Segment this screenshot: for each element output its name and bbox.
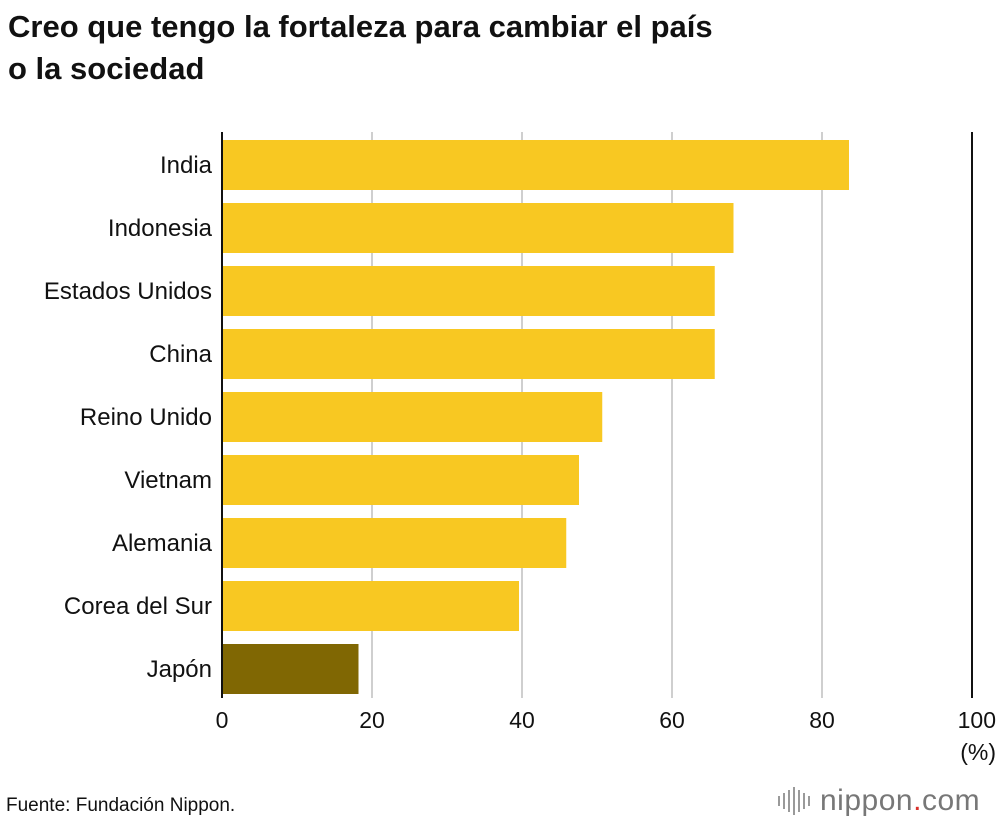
bar-2 xyxy=(222,266,715,316)
category-label-5: Vietnam xyxy=(124,467,212,494)
chart-title-line-1: Creo que tengo la fortaleza para cambiar… xyxy=(8,9,713,44)
bar-5 xyxy=(222,455,579,505)
x-axis-unit-label: (%) xyxy=(960,739,996,765)
bar-4 xyxy=(222,392,603,442)
brand-suffix: com xyxy=(921,784,981,817)
category-label-0: India xyxy=(160,152,213,179)
brand-dot: . xyxy=(913,784,922,817)
chart-title: Creo que tengo la fortaleza para cambiar… xyxy=(8,6,988,90)
category-label-7: Corea del Sur xyxy=(64,593,212,620)
category-label-2: Estados Unidos xyxy=(44,278,212,305)
x-tick-label-60: 60 xyxy=(659,707,685,733)
x-tick-label-40: 40 xyxy=(509,707,535,733)
source-note: Fuente: Fundación Nippon. xyxy=(6,795,236,816)
brand-bars-icon xyxy=(778,786,810,816)
x-tick-label-80: 80 xyxy=(809,707,835,733)
bar-0 xyxy=(222,140,849,190)
brand-main: nippon xyxy=(820,784,914,817)
bar-8 xyxy=(222,644,359,694)
category-label-1: Indonesia xyxy=(108,215,213,242)
x-tick-label-100: 100 xyxy=(958,707,996,733)
brand-wordmark: nippon.com xyxy=(820,784,980,818)
bar-1 xyxy=(222,203,734,253)
bar-3 xyxy=(222,329,715,379)
x-tick-label-20: 20 xyxy=(359,707,385,733)
x-tick-label-0: 0 xyxy=(216,707,229,733)
bar-7 xyxy=(222,581,519,631)
chart-title-line-2: o la sociedad xyxy=(8,51,205,86)
category-label-4: Reino Unido xyxy=(80,404,212,431)
category-label-6: Alemania xyxy=(112,530,213,557)
bar-6 xyxy=(222,518,567,568)
category-label-8: Japón xyxy=(147,656,212,683)
bar-chart: India Indonesia Estados Unidos China Reino U… xyxy=(44,132,996,765)
nippon-logo: nippon.com xyxy=(778,784,980,818)
category-label-3: China xyxy=(149,341,212,368)
